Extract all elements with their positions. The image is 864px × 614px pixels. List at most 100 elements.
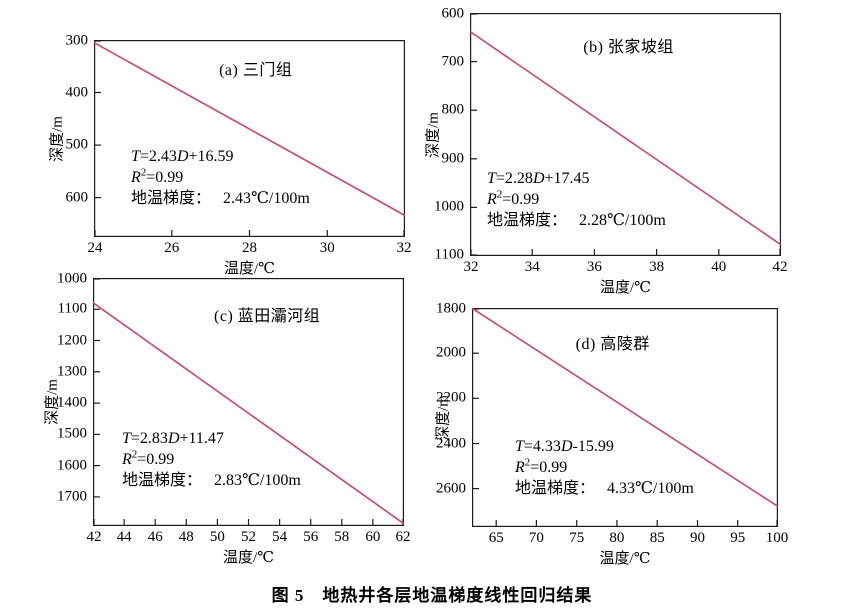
regression-equation: T=2.28D+17.45 — [487, 168, 666, 189]
r-symbol: R — [515, 459, 525, 476]
panel-b-x-axis-label: 温度/℃ — [600, 280, 651, 296]
r-exponent: 2 — [524, 456, 531, 469]
x-tick-label: 32 — [396, 240, 412, 256]
panel-a-y-axis-label: 深度/m — [49, 115, 66, 162]
y-tick-label: 900 — [441, 150, 465, 167]
x-tick-label: 58 — [334, 529, 350, 545]
equation-slope: =2.28 — [495, 170, 533, 187]
x-tick-label: 75 — [569, 530, 585, 546]
equation-slope: =2.43 — [139, 148, 177, 165]
geothermal-gradient: 地温梯度： 2.83℃/100m — [122, 470, 301, 491]
regression-line — [92, 302, 405, 525]
panel-b-y-axis-label: 深度/m — [425, 111, 442, 158]
plot-frame — [470, 13, 781, 257]
x-tick-label: 34 — [524, 259, 540, 275]
regression-equation: T=2.43D+16.59 — [131, 146, 310, 167]
y-tick-label: 1100 — [57, 300, 87, 317]
equation-lhs: T — [122, 430, 131, 447]
panel-a-x-axis-label: 温度/℃ — [224, 261, 275, 277]
x-tick-label: 32 — [463, 259, 479, 275]
y-tick-label: 1100 — [434, 246, 464, 263]
equation-slope: =4.33 — [523, 438, 561, 455]
x-tick-label: 24 — [87, 240, 103, 256]
x-tick-label: 38 — [649, 259, 665, 275]
x-tick-label: 28 — [242, 240, 257, 256]
y-tick-label: 1200 — [57, 332, 87, 348]
y-tick-label: 1400 — [57, 394, 87, 411]
regression-line — [471, 307, 779, 508]
x-tick-label: 80 — [609, 530, 625, 546]
equation-intercept: +17.45 — [544, 170, 590, 187]
x-tick-label: 42 — [772, 259, 788, 275]
panel-b-plot — [469, 13, 782, 257]
plot-frame — [94, 40, 405, 238]
regression-equation: T=4.33D-15.99 — [515, 436, 694, 457]
r-exponent: 2 — [131, 448, 138, 461]
r-value: =0.99 — [137, 451, 175, 468]
gradient-value: 2.83℃/100m — [214, 472, 301, 489]
geothermal-gradient: 地温梯度： 4.33℃/100m — [515, 478, 694, 499]
gradient-label: 地温梯度： — [131, 190, 212, 207]
panel-c-plot — [92, 278, 405, 527]
y-tick-label: 600 — [441, 5, 465, 22]
gradient-label: 地温梯度： — [487, 212, 568, 229]
y-tick-label: 2600 — [436, 480, 466, 497]
gradient-value: 2.43℃/100m — [223, 190, 310, 207]
panel-c: (c) 蓝田灞河组 T=2.83D+11.47 R2=0.99 地温梯度： 2.8… — [45, 271, 411, 566]
x-tick-label: 44 — [116, 529, 132, 545]
x-tick-label: 52 — [241, 529, 256, 545]
x-tick-label: 46 — [147, 529, 163, 545]
plot-frame — [93, 278, 404, 527]
geothermal-gradient: 地温梯度： 2.43℃/100m — [131, 188, 310, 209]
equation-lhs: T — [515, 438, 524, 455]
x-tick-label: 70 — [528, 530, 544, 546]
x-tick-label: 36 — [586, 259, 602, 275]
x-tick-label: 50 — [209, 529, 225, 545]
equation-lhs: T — [487, 170, 496, 187]
y-tick-label: 1700 — [57, 488, 87, 505]
r-squared: R2=0.99 — [487, 189, 666, 210]
equation-var: D — [532, 170, 545, 187]
panel-b-annotation: T=2.28D+17.45 R2=0.99 地温梯度： 2.28℃/100m — [487, 168, 666, 231]
equation-var: D — [167, 430, 180, 447]
panel-a-plot — [93, 40, 406, 238]
panel-d: (d) 高陵群 T=4.33D-15.99 R2=0.99 地温梯度： 4.33℃… — [436, 301, 789, 567]
equation-slope: =2.83 — [130, 430, 168, 447]
x-tick-label: 56 — [303, 529, 319, 545]
x-tick-label: 30 — [319, 240, 335, 256]
r-symbol: R — [122, 451, 132, 468]
r-value: =0.99 — [146, 169, 184, 186]
panel-c-annotation: T=2.83D+11.47 R2=0.99 地温梯度： 2.83℃/100m — [122, 428, 301, 491]
y-tick-label: 700 — [441, 53, 465, 70]
x-tick-label: 42 — [86, 529, 102, 545]
x-tick-label: 90 — [690, 530, 705, 546]
y-tick-label: 1500 — [57, 425, 87, 442]
panel-b-title: (b) 张家坡组 — [583, 39, 674, 56]
panel-c-x-axis-label: 温度/℃ — [223, 550, 274, 566]
r-squared: R2=0.99 — [131, 167, 310, 188]
panel-a-title: (a) 三门组 — [219, 62, 293, 79]
equation-intercept: +16.59 — [188, 148, 234, 165]
figure-caption: 图 5 地热井各层地温梯度线性回归结果 — [271, 586, 593, 605]
r-exponent: 2 — [496, 188, 503, 201]
x-tick-label: 95 — [730, 530, 746, 546]
r-squared: R2=0.99 — [515, 457, 694, 478]
equation-var: D — [176, 148, 189, 165]
x-tick-label: 85 — [649, 530, 665, 546]
geothermal-gradient: 地温梯度： 2.28℃/100m — [487, 210, 666, 231]
r-squared: R2=0.99 — [122, 449, 301, 470]
y-tick-label: 2000 — [436, 344, 466, 361]
panel-c-title: (c) 蓝田灞河组 — [214, 308, 321, 325]
x-tick-label: 48 — [178, 529, 194, 545]
equation-intercept: +11.47 — [179, 430, 224, 447]
gradient-value: 2.28℃/100m — [579, 212, 666, 229]
regression-line — [93, 41, 406, 217]
r-symbol: R — [487, 191, 497, 208]
panel-b: (b) 张家坡组 T=2.28D+17.45 R2=0.99 地温梯度： 2.28… — [426, 6, 788, 296]
x-tick-label: 54 — [272, 529, 288, 545]
y-tick-label: 600 — [65, 189, 89, 206]
panel-d-plot — [471, 307, 779, 528]
r-exponent: 2 — [140, 166, 147, 179]
equation-intercept: -15.99 — [572, 438, 614, 455]
